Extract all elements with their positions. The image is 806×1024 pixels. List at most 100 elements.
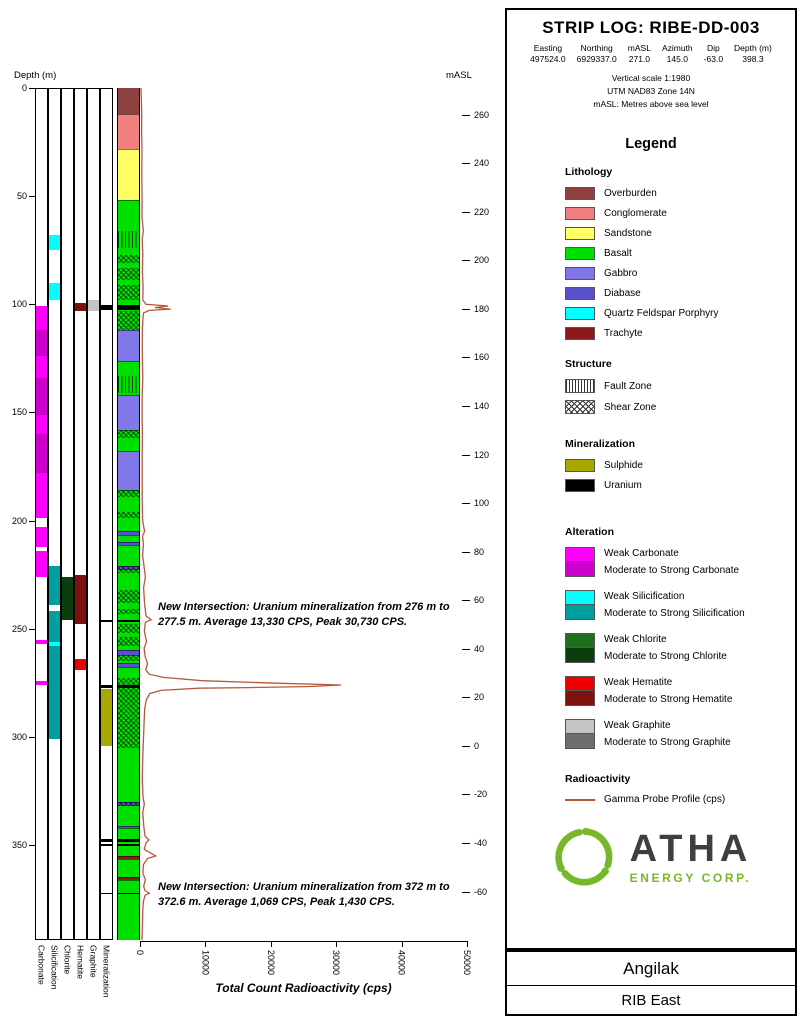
- legend-label: Weak Carbonate: [604, 548, 679, 560]
- collar-info-cell: Azimuth 145.0: [662, 43, 693, 65]
- alteration-interval: [49, 235, 60, 251]
- legend-item: Sandstone: [565, 227, 795, 241]
- masl-tick-label: 20: [474, 692, 485, 703]
- legend-section-heading: Mineralization: [565, 438, 636, 451]
- legend-swatch: [565, 187, 595, 201]
- company-logo: ATHA ENERGY CORP.: [507, 823, 795, 891]
- masl-tick: [462, 648, 470, 650]
- legend-label: Gabbro: [604, 268, 638, 280]
- depth-tick-label: 200: [11, 515, 27, 526]
- legend-label: Quartz Feldspar Porphyry: [604, 308, 719, 320]
- legend-alteration-pair: Weak Carbonate Moderate to Strong Carbona…: [565, 547, 795, 578]
- legend-swatch-half: [565, 562, 595, 578]
- lithology-interval: [118, 877, 139, 880]
- lithology-interval: [118, 545, 139, 567]
- lithology-interval: [118, 855, 139, 860]
- legend-swatch: [565, 459, 595, 473]
- masl-tick: [462, 308, 470, 310]
- alteration-interval: [36, 434, 47, 473]
- collar-info-cell: Depth (m) 398.3: [734, 43, 772, 65]
- structure-overlay: [118, 310, 139, 331]
- legend-swatch: [565, 633, 595, 664]
- legend-swatch: [565, 547, 595, 578]
- lithology-interval: [118, 88, 139, 114]
- legend-label: Sulphide: [604, 460, 643, 472]
- track-label: Chlorite: [62, 945, 73, 975]
- depth-tick-label: 250: [11, 623, 27, 634]
- lithology-interval: [118, 531, 139, 535]
- lithology-interval: [118, 148, 139, 201]
- legend-item: Overburden: [565, 187, 795, 201]
- page-title: STRIP LOG: RIBE-DD-003: [542, 18, 760, 37]
- legend-swatch: [565, 227, 595, 241]
- alteration-interval: [49, 641, 60, 647]
- legend-swatch: [565, 719, 595, 750]
- gamma-line-swatch: [565, 798, 595, 801]
- uranium-band: [118, 305, 139, 310]
- project-name: Angilak: [507, 952, 795, 986]
- mineralization-interval: [101, 305, 112, 310]
- structure-overlay: [118, 429, 139, 439]
- depth-tick-label: 50: [16, 191, 27, 202]
- depth-tick: [29, 88, 35, 89]
- collar-info-table: Easting 497524.0 Northing 6929337.0 mASL 271.…: [507, 43, 795, 65]
- cps-tick-label: 50000: [462, 950, 472, 976]
- structure-overlay: [118, 678, 139, 748]
- depth-tick: [29, 628, 35, 630]
- collar-info-value: 497524.0: [530, 54, 566, 65]
- alteration-interval: [49, 611, 60, 740]
- radioactivity-axis-label: Total Count Radioactivity (cps): [215, 981, 392, 995]
- legend-label: Conglomerate: [604, 208, 667, 220]
- scale-notes: Vertical scale 1:1980 UTM NAD83 Zone 14N…: [507, 72, 795, 110]
- masl-tick: [462, 697, 470, 699]
- depth-axis-label: Depth (m): [14, 70, 57, 81]
- alteration-interval: [36, 639, 47, 644]
- mineralization-interval: [101, 620, 112, 623]
- legend-pair-labels: Weak Silicification Moderate to Strong Si…: [604, 590, 745, 620]
- company-wordmark: ATHA ENERGY CORP.: [630, 830, 753, 885]
- lithology-interval: [118, 650, 139, 655]
- alteration-interval: [36, 356, 47, 378]
- masl-tick-label: 0: [474, 740, 480, 751]
- lithology-interval: [118, 825, 139, 828]
- legend-label: Moderate to Strong Hematite: [604, 694, 733, 706]
- legend-swatch: [565, 676, 595, 707]
- depth-tick-label: 0: [21, 83, 27, 93]
- masl-tick: [462, 551, 470, 553]
- legend-pair-labels: Weak Graphite Moderate to Strong Graphite: [604, 719, 731, 749]
- masl-tick-label: 140: [474, 401, 490, 412]
- company-name: ATHA: [629, 827, 753, 870]
- legend-section-heading: Alteration: [565, 526, 615, 539]
- structure-overlay: [118, 624, 139, 634]
- legend-alteration-pair: Weak Graphite Moderate to Strong Graphite: [565, 719, 795, 750]
- structure-overlay: [118, 254, 139, 264]
- collar-info-cell: Dip -63.0: [704, 43, 723, 65]
- cps-tick: [270, 941, 272, 947]
- legend-section: Structure Fault Zone Shear Zone: [565, 358, 795, 415]
- masl-axis-label: mASL: [446, 70, 472, 81]
- legend-label: Trachyte: [604, 328, 643, 340]
- masl-tick: [462, 891, 470, 893]
- collar-info-cell: Easting 497524.0: [530, 43, 565, 65]
- lithology-interval: [118, 805, 139, 826]
- track-label: Graphite: [88, 945, 99, 978]
- alteration-interval: [75, 659, 86, 670]
- legend-section: Alteration Weak Carbonate Moderate to Stro…: [565, 526, 795, 750]
- structure-overlay: [118, 566, 139, 573]
- masl-tick: [462, 260, 470, 262]
- cps-tick-label: 40000: [396, 950, 407, 976]
- masl-tick-label: 120: [474, 449, 490, 460]
- collar-info-value: 271.0: [628, 54, 651, 65]
- masl-tick-label: 80: [474, 546, 485, 557]
- legend-swatch-half: [565, 719, 595, 735]
- masl-tick-label: 160: [474, 352, 490, 363]
- alteration-interval: [36, 680, 47, 685]
- legend-alteration-pair: Weak Chlorite Moderate to Strong Chlorite: [565, 633, 795, 664]
- masl-tick-label: 220: [474, 206, 490, 217]
- lithology-interval: [118, 663, 139, 667]
- legend-label: Moderate to Strong Chlorite: [604, 651, 727, 663]
- masl-tick: [462, 211, 470, 213]
- legend-swatch: [565, 590, 595, 621]
- masl-tick: [462, 114, 470, 116]
